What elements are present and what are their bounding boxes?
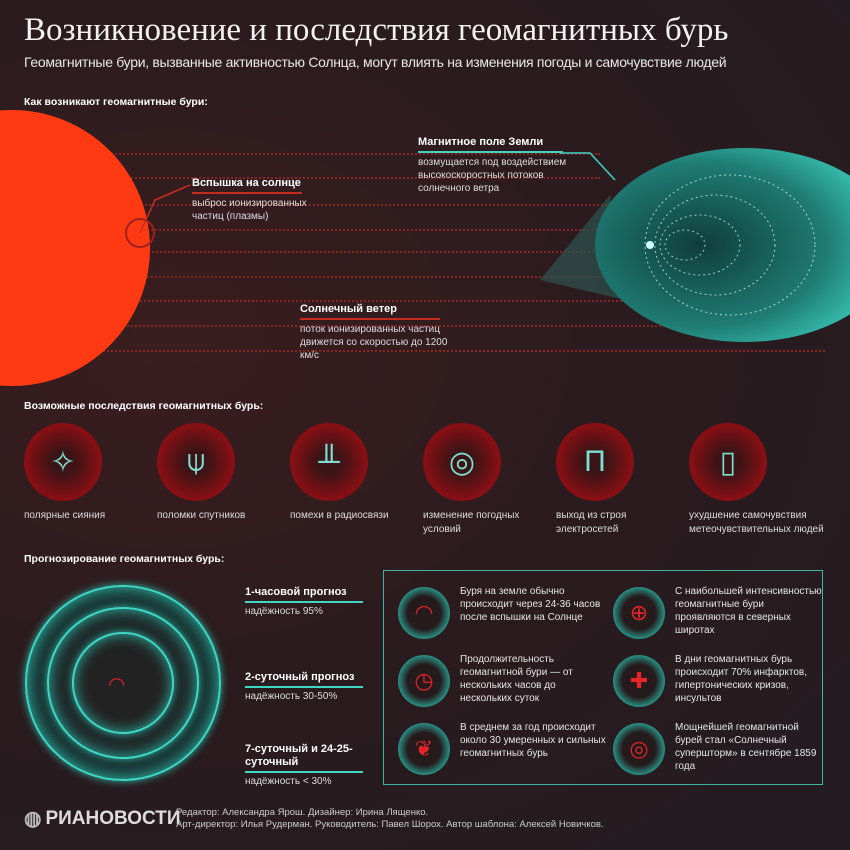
forecast-title: 1-часовой прогноз: [245, 586, 363, 603]
earth-magnetosphere-icon: [595, 148, 850, 342]
aurora-icon: ✧: [24, 423, 102, 501]
consequence-label: ухудшение самочувствия метеочувствительн…: [689, 510, 824, 535]
consequences-heading: Возможные последствия геомагнитных бурь:: [24, 400, 264, 412]
fact-item: ◎ Мощнейшей геомагнитной бурей стал «Сол…: [603, 721, 818, 785]
ria-logo: ◍ РИАНОВОСТИ: [24, 806, 181, 831]
page-title: Возникновение и последствия геомагнитных…: [24, 12, 729, 48]
flare-label: Вспышка на солнце выброс ионизированных …: [192, 177, 332, 223]
sun-icon: [0, 110, 150, 386]
fact-item: ◠ Буря на земле обычно происходит через …: [388, 585, 603, 649]
consequence-label: выход из строя электросетей: [556, 510, 627, 535]
consequence-label: помехи в радиосвязи: [290, 510, 389, 521]
fact-text: С наибольшей интенсивностью геомагнитные…: [675, 586, 822, 636]
gauge-icon: ◠: [398, 587, 450, 639]
forecast-reliability: надёжность < 30%: [245, 776, 332, 787]
forecast-heading: Прогнозирование геомагнитных бурь:: [24, 553, 225, 565]
forecast-item: 2-суточный прогноз надёжность 30-50%: [245, 671, 363, 702]
consequence-label: поломки спутников: [157, 510, 246, 521]
field-title: Магнитное поле Земли: [418, 136, 563, 153]
fact-text: В дни геомагнитных бурь происходит 70% и…: [675, 654, 807, 704]
consequence-label: полярные сияния: [24, 510, 106, 521]
page-subtitle: Геомагнитные бури, вызванные активностью…: [24, 54, 727, 70]
flare-title: Вспышка на солнце: [192, 177, 302, 194]
storm-icon: ◎: [613, 723, 665, 775]
radio-wave-icon: ╨: [290, 423, 368, 501]
flare-text: выброс ионизированных частиц (плазмы): [192, 198, 307, 222]
fact-text: Продолжительность геомагнитной бури — от…: [460, 654, 573, 704]
wind-title: Солнечный ветер: [300, 303, 440, 320]
credits-line: Арт-директор: Илья Рудерман. Руководител…: [176, 819, 604, 830]
wind-text: поток ионизированных частиц движется со …: [300, 324, 448, 361]
field-label: Магнитное поле Земли возмущается под воз…: [418, 136, 568, 195]
satellite-icon: ⍦: [157, 423, 235, 501]
forecast-ring-1hour: [72, 632, 174, 734]
globe-icon: ⊕: [613, 587, 665, 639]
credits: Редактор: Александра Ярош. Дизайнер: Ири…: [176, 807, 604, 831]
forecast-reliability: надёжность 30-50%: [245, 691, 338, 702]
sun-gauge-icon: ◠: [108, 674, 126, 696]
fact-text: Буря на земле обычно происходит через 24…: [460, 586, 601, 623]
fact-item: ◷ Продолжительность геомагнитной бури — …: [388, 653, 603, 717]
fact-item: ⊕ С наибольшей интенсивностью геомагнитн…: [603, 585, 822, 649]
forecast-title: 7-суточный и 24-25-суточный: [245, 743, 363, 773]
forecast-item: 1-часовой прогноз надёжность 95%: [245, 586, 363, 617]
globe-logo-icon: ◍: [24, 808, 42, 830]
fact-text: Мощнейшей геомагнитной бурей стал «Солне…: [675, 722, 817, 772]
power-line-icon: Π: [556, 423, 634, 501]
fact-text: В среднем за год происходит около 30 уме…: [460, 722, 606, 759]
facts-box: ◠ Буря на земле обычно происходит через …: [383, 570, 823, 785]
clock-icon: ◷: [398, 655, 450, 707]
cyclone-icon: ◎: [423, 423, 501, 501]
origin-heading: Как возникают геомагнитные бури:: [24, 96, 208, 108]
forecast-item: 7-суточный и 24-25-суточный надёжность < …: [245, 743, 363, 787]
consequence-label: изменение погодных условий: [423, 510, 520, 535]
medical-cross-icon: ✚: [613, 655, 665, 707]
fact-item: ✚ В дни геомагнитных бурь происходит 70%…: [603, 653, 818, 717]
origin-illustration: [0, 110, 850, 386]
wind-label: Солнечный ветер поток ионизированных час…: [300, 303, 450, 362]
forecast-reliability: надёжность 95%: [245, 606, 323, 617]
earth-icon: [646, 241, 654, 249]
credits-line: Редактор: Александра Ярош. Дизайнер: Ири…: [176, 807, 429, 818]
flare-icon: ❦: [398, 723, 450, 775]
fact-item: ❦ В среднем за год происходит около 30 у…: [388, 721, 606, 785]
flare-icon: [125, 218, 155, 248]
forecast-title: 2-суточный прогноз: [245, 671, 363, 688]
pill-icon: ▯: [689, 423, 767, 501]
logo-text: РИАНОВОСТИ: [45, 807, 181, 829]
field-text: возмущается под воздействием высокоскоро…: [418, 157, 567, 194]
